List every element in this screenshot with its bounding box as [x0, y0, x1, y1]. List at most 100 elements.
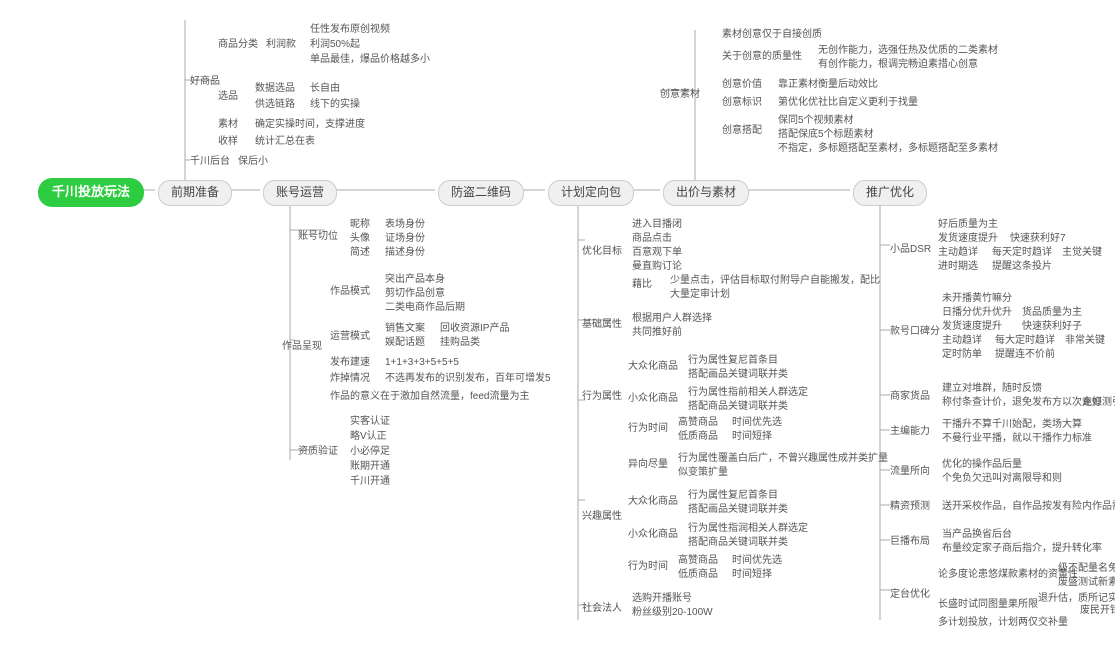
branch-qr[interactable]: 防盗二维码: [438, 180, 524, 206]
bid-a8: 第优化优社比自定义更利于找量: [778, 96, 918, 109]
prep-c1: 数据选品: [255, 82, 295, 95]
bid-a11: 搭配保底5个标题素材: [778, 128, 874, 141]
plan-c6: 搭配商品关键词联并类: [688, 400, 788, 413]
acct-b9: 挂购品类: [440, 336, 480, 349]
branch-prep[interactable]: 前期准备: [158, 180, 232, 206]
plan-d12: 时间优先选: [732, 554, 782, 567]
acct-a1: 昵称: [350, 218, 370, 231]
promo-c1: 建立对堆群，随时反馈: [942, 382, 1042, 395]
plan-d7: 小众化商品: [628, 528, 678, 541]
acct-b1: 作品模式: [330, 285, 370, 298]
promo-a6: 主觉关键: [1062, 246, 1102, 259]
prep-d: 素材: [218, 118, 238, 131]
bid-a4: 有创作能力，根调完畅迫素措心创意: [818, 58, 978, 71]
plan-e2: 粉丝级别20-100W: [632, 606, 713, 619]
branch-plan[interactable]: 计划定向包: [548, 180, 634, 206]
acct-a3: 头像: [350, 232, 370, 245]
plan-d2: 行为属性覆盖白后广，不曾兴趣属性成并类扩量: [678, 452, 888, 465]
branch-account[interactable]: 账号运营: [263, 180, 337, 206]
plan-c2: 行为属性复尼首条目: [688, 354, 778, 367]
bid-a10: 保同5个视频素材: [778, 114, 854, 127]
promo-f1: 送开采校作品，自作品按发有险内作品需限切告: [942, 500, 1115, 513]
prep-d1: 确定实操时间，支撑进度: [255, 118, 365, 131]
acct-b11: 1+1+3+3+5+5+5: [385, 356, 459, 369]
acct-c4: 账期开通: [350, 460, 390, 473]
plan-d8: 行为属性指润相关人群选定: [688, 522, 808, 535]
prep-f1: 保后小: [238, 155, 268, 168]
promo-h2: 级不配量名免: [1058, 562, 1115, 575]
promo-b9: 定时防单: [942, 348, 982, 361]
promo-b6: 主动趋详: [942, 334, 982, 347]
prep-b: 好商品: [190, 75, 220, 88]
promo-a: 小品DSR: [890, 243, 931, 256]
acct-c3: 小必停足: [350, 445, 390, 458]
prep-a4: 单品最佳，爆品价格越多小: [310, 53, 430, 66]
plan-d4: 大众化商品: [628, 495, 678, 508]
promo-d: 主编能力: [890, 425, 930, 438]
promo-b1: 未开播黄竹嘛分: [942, 292, 1012, 305]
promo-h4: 长盛时试同图量果所限: [938, 598, 1038, 611]
bid-a12: 不指定，多标题搭配至素材，多标题搭配至多素材: [778, 142, 998, 155]
promo-b7: 每大定时趋详: [995, 334, 1055, 347]
plan-c10: 低质商品: [678, 430, 718, 443]
promo-a3: 快速获利好7: [1010, 232, 1066, 245]
prep-a3: 利润50%起: [310, 38, 360, 51]
promo-a2: 发货速度提升: [938, 232, 998, 245]
plan-c11: 时间短择: [732, 430, 772, 443]
promo-b2: 日播分优升优升: [942, 306, 1012, 319]
plan-b: 基础属性: [582, 318, 622, 331]
plan-b2: 共同推好前: [632, 326, 682, 339]
promo-g2: 布量绞定家子商后指介，提升转化率: [942, 542, 1102, 555]
acct-b7: 回收资源IP产品: [440, 322, 509, 335]
plan-d10: 行为时间: [628, 560, 668, 573]
promo-g: 巨播布局: [890, 535, 930, 548]
acct-b4: 二类电商作品后期: [385, 301, 465, 314]
plan-c8: 高赞商品: [678, 416, 718, 429]
acct-b2: 突出产品本身: [385, 273, 445, 286]
promo-g1: 当产品换省后台: [942, 528, 1012, 541]
acct-a4: 证场身份: [385, 232, 425, 245]
promo-e2: 个免负欠迅叫对离限导和则: [942, 472, 1062, 485]
acct-a2: 表场身份: [385, 218, 425, 231]
bid-a: 创意素材: [660, 88, 700, 101]
plan-a2: 商品点击: [632, 232, 672, 245]
acct-c1: 实客认证: [350, 415, 390, 428]
plan-e1: 选购开播账号: [632, 592, 692, 605]
bid-a2: 关于创意的质量性: [722, 50, 802, 63]
promo-c3: 走恒测引: [1082, 396, 1115, 409]
acct-b10: 发布建速: [330, 356, 370, 369]
prep-c4: 线下的实操: [310, 98, 360, 111]
promo-f: 精资预测: [890, 500, 930, 513]
promo-c: 商家货品: [890, 390, 930, 403]
plan-a3: 百意观下单: [632, 246, 682, 259]
promo-b4: 发货速度提升: [942, 320, 1002, 333]
bid-a1: 素材创意仅于自接创质: [722, 28, 822, 41]
promo-h1: 论多度论患悠煤款素材的资黄性: [938, 568, 1078, 581]
plan-c1: 大众化商品: [628, 360, 678, 373]
acct-b5: 运营模式: [330, 330, 370, 343]
promo-c2: 称付条查计价，退免发布方以次充好: [942, 396, 1102, 409]
plan-a1: 进入目播闭: [632, 218, 682, 231]
root-node[interactable]: 千川投放玩法: [38, 178, 144, 207]
branch-bid[interactable]: 出价与素材: [663, 180, 749, 206]
plan-a6: 少量点击，评估目标取付附导户自能搬发，配比: [670, 274, 880, 287]
branch-promo[interactable]: 推广优化: [853, 180, 927, 206]
bid-a6: 靠正素材衡量后动效比: [778, 78, 878, 91]
promo-e1: 优化的操作品后量: [942, 458, 1022, 471]
acct-b: 作品呈现: [282, 340, 322, 353]
promo-h6: 废民开错: [1080, 604, 1115, 617]
bid-a5: 创意价值: [722, 78, 762, 91]
plan-c7: 行为时间: [628, 422, 668, 435]
mindmap-canvas: 千川投放玩法 前期准备 账号运营 防盗二维码 计划定向包 出价与素材 推广优化 …: [20, 20, 1115, 640]
prep-a2: 任性发布原创视频: [310, 23, 390, 36]
promo-d1: 干播升不算千川始配，类场大算: [942, 418, 1082, 431]
promo-b5: 快速获利好子: [1022, 320, 1082, 333]
plan-a4: 曼直购订论: [632, 260, 682, 273]
promo-a8: 提醒这条投片: [992, 260, 1052, 273]
plan-d3: 似变策扩量: [678, 466, 728, 479]
promo-h3: 废盛测试新素材: [1058, 576, 1115, 589]
plan-c4: 小众化商品: [628, 392, 678, 405]
plan-d11: 高赞商品: [678, 554, 718, 567]
promo-b10: 提醒连不价前: [995, 348, 1055, 361]
prep-a1: 利润款: [266, 38, 296, 51]
